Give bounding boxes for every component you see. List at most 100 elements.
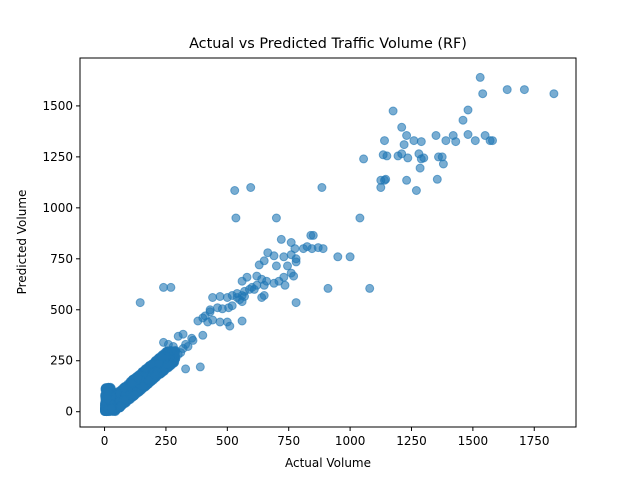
y-tick-label: 1250 — [42, 150, 73, 164]
data-point — [380, 136, 389, 146]
data-point — [166, 282, 176, 292]
x-tick-label: 250 — [154, 434, 177, 448]
data-point — [451, 137, 461, 147]
data-point — [103, 393, 112, 403]
data-point — [519, 85, 529, 95]
data-point — [409, 136, 419, 146]
data-point — [188, 335, 198, 345]
x-tick-label: 1750 — [519, 434, 550, 448]
data-point — [198, 330, 208, 340]
data-point — [276, 234, 286, 244]
data-point — [116, 401, 126, 411]
data-point — [463, 130, 473, 139]
data-point — [399, 140, 409, 150]
chart-title: Actual vs Predicted Traffic Volume (RF) — [189, 36, 467, 52]
x-axis-label: Actual Volume — [285, 456, 371, 470]
data-point — [279, 272, 289, 282]
data-point — [280, 280, 290, 290]
data-point — [308, 230, 318, 240]
data-point — [355, 213, 365, 223]
data-point — [549, 89, 559, 99]
data-point — [388, 106, 398, 116]
data-point — [411, 186, 421, 195]
data-point — [271, 213, 281, 223]
data-point — [458, 115, 468, 125]
data-point — [402, 131, 412, 140]
data-point — [291, 257, 301, 267]
x-tick-label: 500 — [216, 434, 239, 448]
x-tick-label: 750 — [277, 434, 300, 448]
data-point — [488, 136, 497, 146]
data-point — [402, 175, 412, 185]
data-point — [269, 251, 279, 261]
y-tick-label: 0 — [65, 405, 73, 419]
data-point — [317, 183, 327, 192]
data-point — [138, 381, 147, 391]
y-axis-label: Predicted Volume — [15, 190, 29, 295]
data-point — [237, 316, 247, 326]
data-point — [178, 329, 188, 339]
y-tick-label: 1000 — [42, 201, 73, 215]
data-point — [222, 293, 232, 302]
data-point — [181, 364, 191, 374]
y-tick-label: 750 — [50, 252, 73, 266]
data-point — [365, 283, 375, 293]
data-point — [157, 352, 167, 362]
data-point — [195, 362, 205, 372]
data-point — [318, 244, 328, 254]
data-point — [432, 174, 442, 184]
data-point — [397, 122, 407, 132]
data-point — [240, 292, 249, 301]
x-tick-label: 1250 — [396, 434, 427, 448]
data-point — [376, 183, 386, 192]
data-point — [333, 252, 343, 262]
data-point — [289, 271, 299, 281]
data-point — [478, 89, 488, 99]
data-point — [470, 136, 480, 146]
data-point — [475, 72, 485, 82]
y-axis-ticks: 0 250 500 750 1000 1250 1500 — [42, 99, 80, 419]
data-point — [242, 272, 252, 282]
data-point — [416, 154, 426, 164]
data-point — [215, 292, 225, 301]
axes-frame — [79, 57, 577, 428]
data-point — [173, 350, 183, 360]
data-point — [130, 390, 140, 400]
data-point — [208, 293, 218, 302]
data-point — [106, 404, 116, 414]
data-point — [208, 315, 218, 325]
data-point — [291, 298, 301, 308]
data-point — [381, 174, 391, 184]
data-point — [397, 149, 407, 159]
data-point — [246, 183, 256, 192]
data-point — [119, 383, 129, 393]
data-point — [345, 252, 355, 262]
y-tick-label: 500 — [50, 303, 73, 317]
data-point — [193, 316, 203, 326]
data-point — [259, 291, 269, 300]
y-tick-label: 1500 — [42, 99, 73, 113]
data-point — [438, 159, 448, 169]
data-point — [127, 378, 137, 388]
data-point — [135, 298, 145, 308]
data-point — [403, 153, 413, 163]
data-point — [279, 252, 289, 262]
data-point — [163, 339, 173, 349]
data-point — [151, 370, 161, 380]
x-tick-label: 1000 — [335, 434, 366, 448]
data-point — [225, 321, 235, 331]
x-tick-label: 0 — [101, 434, 109, 448]
data-point — [323, 283, 333, 293]
data-point — [441, 136, 451, 146]
data-point — [259, 280, 269, 290]
plot-area: 0 250 500 750 1000 1250 1500 1750 0 250 500 750 100… — [42, 57, 577, 448]
data-point — [415, 163, 425, 173]
data-point — [463, 105, 473, 115]
data-point — [162, 360, 172, 370]
x-tick-label: 1500 — [458, 434, 489, 448]
data-point — [254, 260, 264, 270]
data-point — [359, 154, 369, 164]
data-point — [144, 375, 153, 385]
